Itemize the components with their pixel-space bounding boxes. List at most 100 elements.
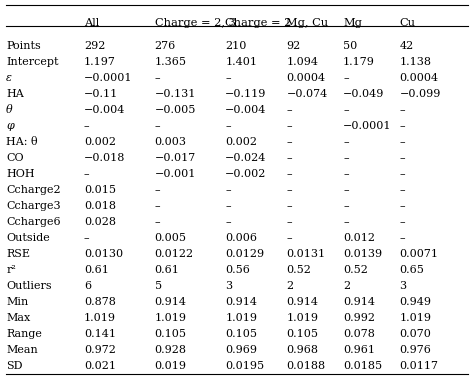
Text: 0.65: 0.65 xyxy=(400,265,424,275)
Text: HA: θ: HA: θ xyxy=(6,137,38,147)
Text: Outside: Outside xyxy=(6,233,50,243)
Text: −0.11: −0.11 xyxy=(84,89,118,99)
Text: 1.179: 1.179 xyxy=(343,57,375,67)
Text: 0.928: 0.928 xyxy=(155,345,187,355)
Text: 0.105: 0.105 xyxy=(225,329,257,339)
Text: –: – xyxy=(343,217,349,227)
Text: 0.968: 0.968 xyxy=(286,345,319,355)
Text: 0.002: 0.002 xyxy=(84,137,116,147)
Text: 0.141: 0.141 xyxy=(84,329,116,339)
Text: 0.949: 0.949 xyxy=(400,297,431,307)
Text: –: – xyxy=(343,137,349,147)
Text: –: – xyxy=(286,121,292,131)
Text: SD: SD xyxy=(6,361,23,371)
Text: 0.078: 0.078 xyxy=(343,329,375,339)
Text: –: – xyxy=(84,169,90,179)
Text: −0.002: −0.002 xyxy=(225,169,266,179)
Text: 6: 6 xyxy=(84,281,91,291)
Text: φ: φ xyxy=(6,121,14,131)
Text: −0.004: −0.004 xyxy=(225,105,266,115)
Text: 0.021: 0.021 xyxy=(84,361,116,371)
Text: 0.0117: 0.0117 xyxy=(400,361,438,371)
Text: −0.074: −0.074 xyxy=(286,89,328,99)
Text: –: – xyxy=(286,105,292,115)
Text: 0.914: 0.914 xyxy=(225,297,257,307)
Text: Points: Points xyxy=(6,41,41,51)
Text: All: All xyxy=(84,18,99,28)
Text: 1.138: 1.138 xyxy=(400,57,431,67)
Text: Mean: Mean xyxy=(6,345,38,355)
Text: –: – xyxy=(286,201,292,211)
Text: Ccharge2: Ccharge2 xyxy=(6,185,61,195)
Text: 0.0071: 0.0071 xyxy=(400,249,438,259)
Text: 276: 276 xyxy=(155,41,176,51)
Text: 0.105: 0.105 xyxy=(286,329,319,339)
Text: 0.52: 0.52 xyxy=(343,265,368,275)
Text: Ccharge6: Ccharge6 xyxy=(6,217,61,227)
Text: RSE: RSE xyxy=(6,249,30,259)
Text: 1.019: 1.019 xyxy=(400,313,431,323)
Text: 2: 2 xyxy=(286,281,293,291)
Text: –: – xyxy=(343,105,349,115)
Text: 0.0188: 0.0188 xyxy=(286,361,326,371)
Text: 0.56: 0.56 xyxy=(225,265,250,275)
Text: Ccharge3: Ccharge3 xyxy=(6,201,61,211)
Text: −0.049: −0.049 xyxy=(343,89,384,99)
Text: Charge = 2, 3: Charge = 2, 3 xyxy=(155,18,236,28)
Text: Charge = 2: Charge = 2 xyxy=(225,18,292,28)
Text: HA: HA xyxy=(6,89,24,99)
Text: −0.131: −0.131 xyxy=(155,89,196,99)
Text: 0.976: 0.976 xyxy=(400,345,431,355)
Text: r²: r² xyxy=(6,265,16,275)
Text: –: – xyxy=(400,137,405,147)
Text: –: – xyxy=(155,73,160,83)
Text: 0.969: 0.969 xyxy=(225,345,257,355)
Text: θ: θ xyxy=(6,105,13,115)
Text: 1.019: 1.019 xyxy=(286,313,319,323)
Text: 0.105: 0.105 xyxy=(155,329,187,339)
Text: −0.004: −0.004 xyxy=(84,105,125,115)
Text: 210: 210 xyxy=(225,41,246,51)
Text: CO: CO xyxy=(6,153,24,163)
Text: 3: 3 xyxy=(225,281,232,291)
Text: –: – xyxy=(400,121,405,131)
Text: 0.61: 0.61 xyxy=(84,265,109,275)
Text: 0.914: 0.914 xyxy=(155,297,187,307)
Text: 50: 50 xyxy=(343,41,357,51)
Text: 1.094: 1.094 xyxy=(286,57,319,67)
Text: –: – xyxy=(286,233,292,243)
Text: −0.001: −0.001 xyxy=(155,169,196,179)
Text: −0.017: −0.017 xyxy=(155,153,196,163)
Text: 3: 3 xyxy=(400,281,407,291)
Text: 0.0004: 0.0004 xyxy=(400,73,439,83)
Text: –: – xyxy=(343,185,349,195)
Text: Cu: Cu xyxy=(400,18,416,28)
Text: 0.0131: 0.0131 xyxy=(286,249,326,259)
Text: Range: Range xyxy=(6,329,42,339)
Text: –: – xyxy=(343,73,349,83)
Text: –: – xyxy=(225,73,231,83)
Text: –: – xyxy=(343,153,349,163)
Text: 0.0185: 0.0185 xyxy=(343,361,382,371)
Text: 0.012: 0.012 xyxy=(343,233,375,243)
Text: 2: 2 xyxy=(343,281,350,291)
Text: 1.197: 1.197 xyxy=(84,57,116,67)
Text: 0.0004: 0.0004 xyxy=(286,73,326,83)
Text: −0.0001: −0.0001 xyxy=(84,73,132,83)
Text: 0.018: 0.018 xyxy=(84,201,116,211)
Text: –: – xyxy=(286,217,292,227)
Text: 0.070: 0.070 xyxy=(400,329,431,339)
Text: –: – xyxy=(400,153,405,163)
Text: –: – xyxy=(225,185,231,195)
Text: 5: 5 xyxy=(155,281,162,291)
Text: 0.878: 0.878 xyxy=(84,297,116,307)
Text: 0.0130: 0.0130 xyxy=(84,249,123,259)
Text: 1.019: 1.019 xyxy=(84,313,116,323)
Text: 42: 42 xyxy=(400,41,414,51)
Text: 0.0129: 0.0129 xyxy=(225,249,264,259)
Text: −0.024: −0.024 xyxy=(225,153,266,163)
Text: –: – xyxy=(400,185,405,195)
Text: 0.914: 0.914 xyxy=(286,297,319,307)
Text: 1.019: 1.019 xyxy=(155,313,187,323)
Text: −0.099: −0.099 xyxy=(400,89,441,99)
